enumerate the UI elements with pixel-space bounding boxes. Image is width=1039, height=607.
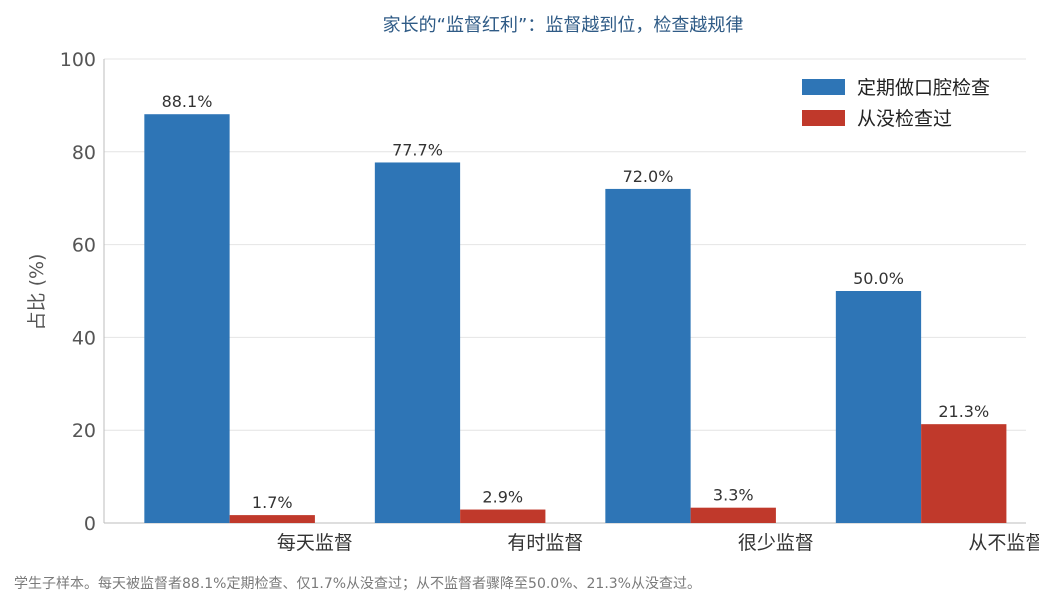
bar xyxy=(835,291,922,523)
bar xyxy=(374,162,461,524)
data-label: 88.1% xyxy=(162,92,213,111)
y-axis-label: 占比 (%) xyxy=(26,254,48,331)
footnote: 学生子样本。每天被监督者88.1%定期检查、仅1.7%从没查过；从不监督者骤降至… xyxy=(14,576,701,592)
data-label: 3.3% xyxy=(713,486,754,505)
legend-label: 从没检查过 xyxy=(857,108,952,130)
x-tick-label: 有时监督 xyxy=(507,532,583,554)
bar xyxy=(144,114,230,523)
data-label: 21.3% xyxy=(938,402,989,421)
data-label: 72.0% xyxy=(623,167,674,186)
y-tick-label: 100 xyxy=(60,49,96,71)
legend-swatch xyxy=(802,110,845,126)
bar xyxy=(690,507,776,523)
data-label: 2.9% xyxy=(482,488,523,507)
y-tick-label: 0 xyxy=(84,513,96,535)
x-tick-label: 每天监督 xyxy=(277,532,353,554)
chart-title: 家长的“监督红利”：监督越到位，检查越规律 xyxy=(383,15,744,36)
y-tick-label: 40 xyxy=(72,327,96,349)
bar xyxy=(605,188,691,524)
legend-label: 定期做口腔检查 xyxy=(857,77,990,99)
y-tick-label: 20 xyxy=(72,420,96,442)
legend-swatch xyxy=(802,79,845,95)
bar xyxy=(460,509,546,523)
data-labels: 88.1% 1.7% 77.7% 2.9% 72.0% 3.3% 50.0% 21.3% xyxy=(162,92,990,512)
bars xyxy=(144,114,1007,524)
y-tick-label: 60 xyxy=(72,235,96,257)
x-tick-label: 从不监督 xyxy=(968,532,1039,554)
data-label: 77.7% xyxy=(392,140,443,159)
y-tick-labels: 0 20 40 60 80 100 xyxy=(60,49,96,535)
x-tick-label: 很少监督 xyxy=(738,532,814,554)
data-label: 50.0% xyxy=(853,269,904,288)
bar xyxy=(921,424,1007,523)
x-tick-labels: 每天监督 有时监督 很少监督 从不监督 xyxy=(277,532,1039,554)
y-tick-label: 80 xyxy=(72,142,96,164)
bar xyxy=(229,515,315,523)
data-label: 1.7% xyxy=(252,493,293,512)
